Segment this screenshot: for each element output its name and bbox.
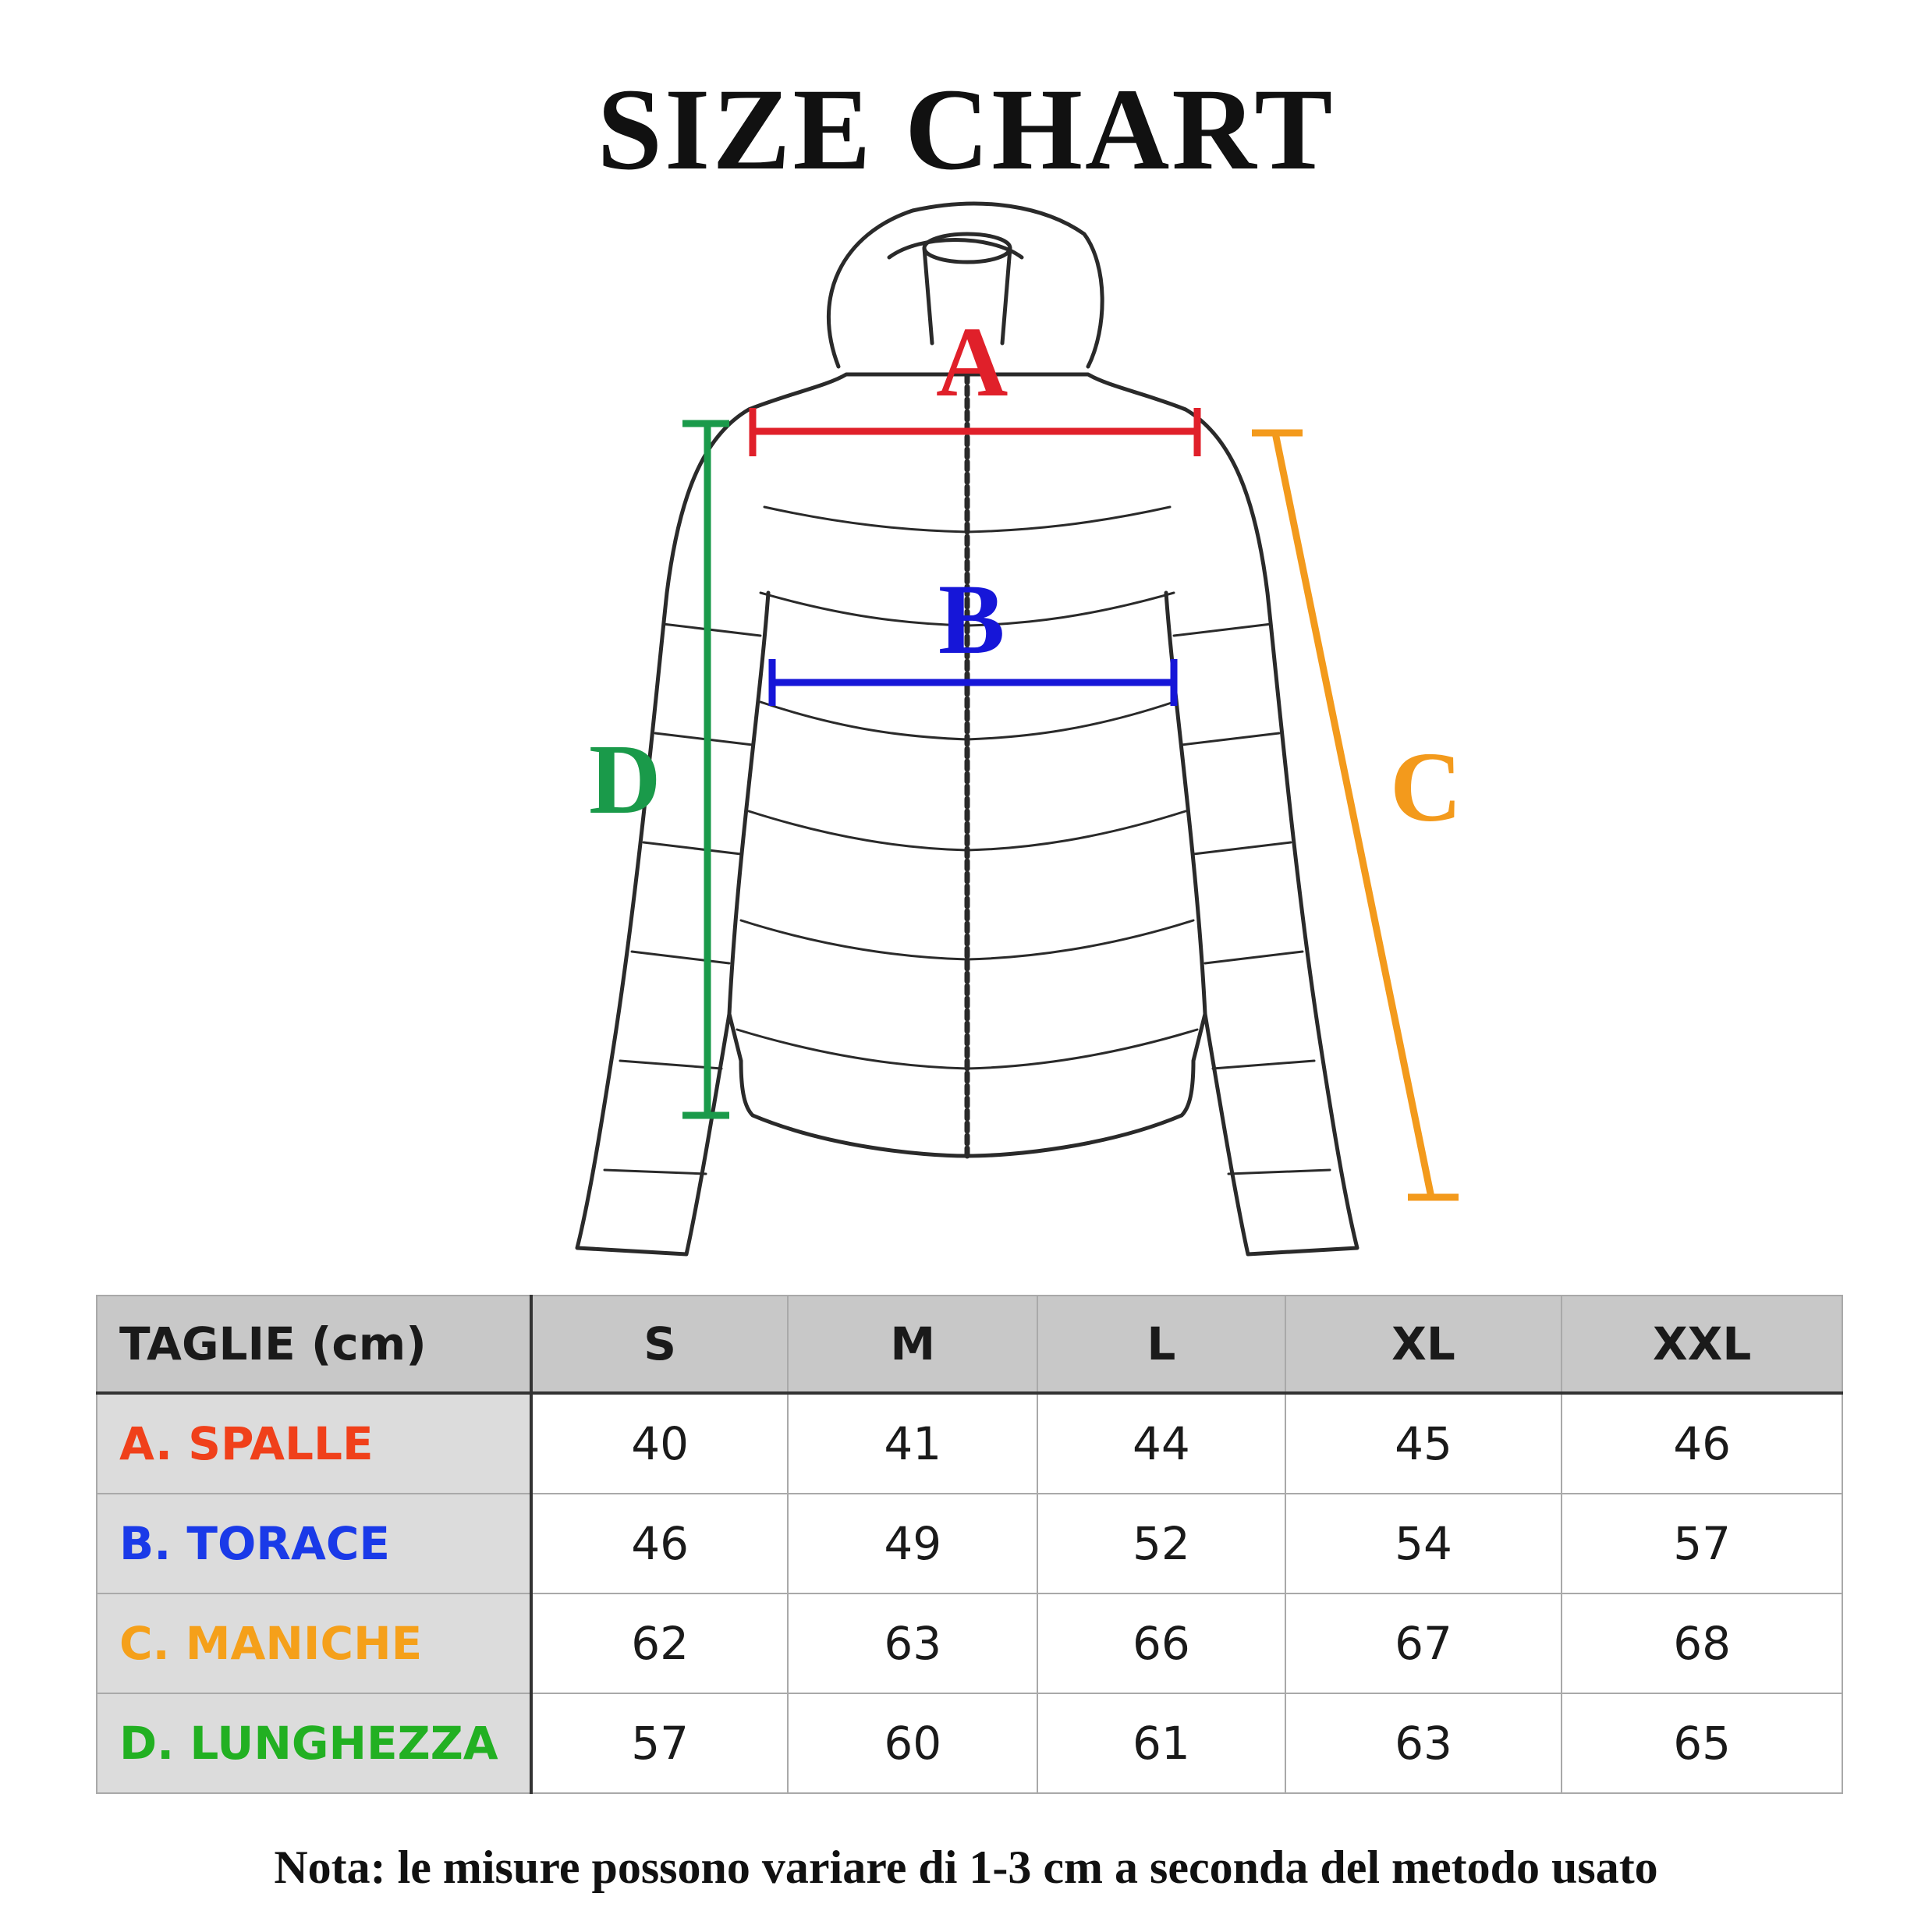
table-row: A. SPALLE 40 41 44 45 46	[96, 1392, 1843, 1494]
table-cell: 46	[1561, 1392, 1843, 1494]
table-cell: 41	[787, 1392, 1039, 1494]
measure-line-c	[1252, 429, 1459, 1201]
table-row: B. TORACE 46 49 52 54 57	[96, 1493, 1843, 1594]
table-cell: 61	[1037, 1693, 1286, 1794]
measure-line-d	[682, 420, 729, 1119]
header-cell-l: L	[1037, 1295, 1286, 1394]
header-cell-xxl: XXL	[1561, 1295, 1843, 1394]
header-cell-m: M	[787, 1295, 1039, 1394]
header-cell-sizes: TAGLIE (cm)	[96, 1295, 533, 1394]
marker-d: D	[589, 724, 661, 835]
header-cell-s: S	[530, 1295, 789, 1394]
table-cell: 54	[1284, 1493, 1563, 1594]
table-cell: 66	[1037, 1593, 1286, 1694]
table-cell: 65	[1561, 1693, 1843, 1794]
marker-c: C	[1390, 732, 1462, 842]
page-title: SIZE CHART	[597, 65, 1335, 194]
table-cell: 44	[1037, 1392, 1286, 1494]
marker-a: A	[936, 307, 1009, 417]
row-label-torace: B. TORACE	[96, 1493, 533, 1594]
header-cell-xl: XL	[1284, 1295, 1563, 1394]
table-cell: 60	[787, 1693, 1039, 1794]
table-cell: 63	[1284, 1693, 1563, 1794]
measure-line-a	[749, 408, 1201, 456]
table-row: D. LUNGHEZZA 57 60 61 63 65	[96, 1693, 1843, 1794]
table-cell: 68	[1561, 1593, 1843, 1694]
table-cell: 45	[1284, 1392, 1563, 1494]
table-cell: 46	[530, 1493, 789, 1594]
puffer-jacket-icon	[575, 201, 1459, 1257]
marker-b: B	[938, 564, 1005, 675]
table-cell: 63	[787, 1593, 1039, 1694]
table-cell: 57	[530, 1693, 789, 1794]
table-cell: 49	[787, 1493, 1039, 1594]
table-cell: 67	[1284, 1593, 1563, 1694]
row-label-spalle: A. SPALLE	[96, 1392, 533, 1494]
measure-line-b	[768, 659, 1178, 706]
table-cell: 40	[530, 1392, 789, 1494]
table-row: C. MANICHE 62 63 66 67 68	[96, 1593, 1843, 1694]
row-label-lunghezza: D. LUNGHEZZA	[96, 1693, 533, 1794]
row-label-maniche: C. MANICHE	[96, 1593, 533, 1694]
table-cell: 57	[1561, 1493, 1843, 1594]
size-table-header: TAGLIE (cm) S M L XL XXL	[96, 1295, 1843, 1394]
table-cell: 52	[1037, 1493, 1286, 1594]
footnote: Nota: le misure possono variare di 1-3 c…	[274, 1842, 1658, 1893]
table-cell: 62	[530, 1593, 789, 1694]
size-table: TAGLIE (cm) S M L XL XXL A. SPALLE 40 41…	[96, 1295, 1843, 1794]
